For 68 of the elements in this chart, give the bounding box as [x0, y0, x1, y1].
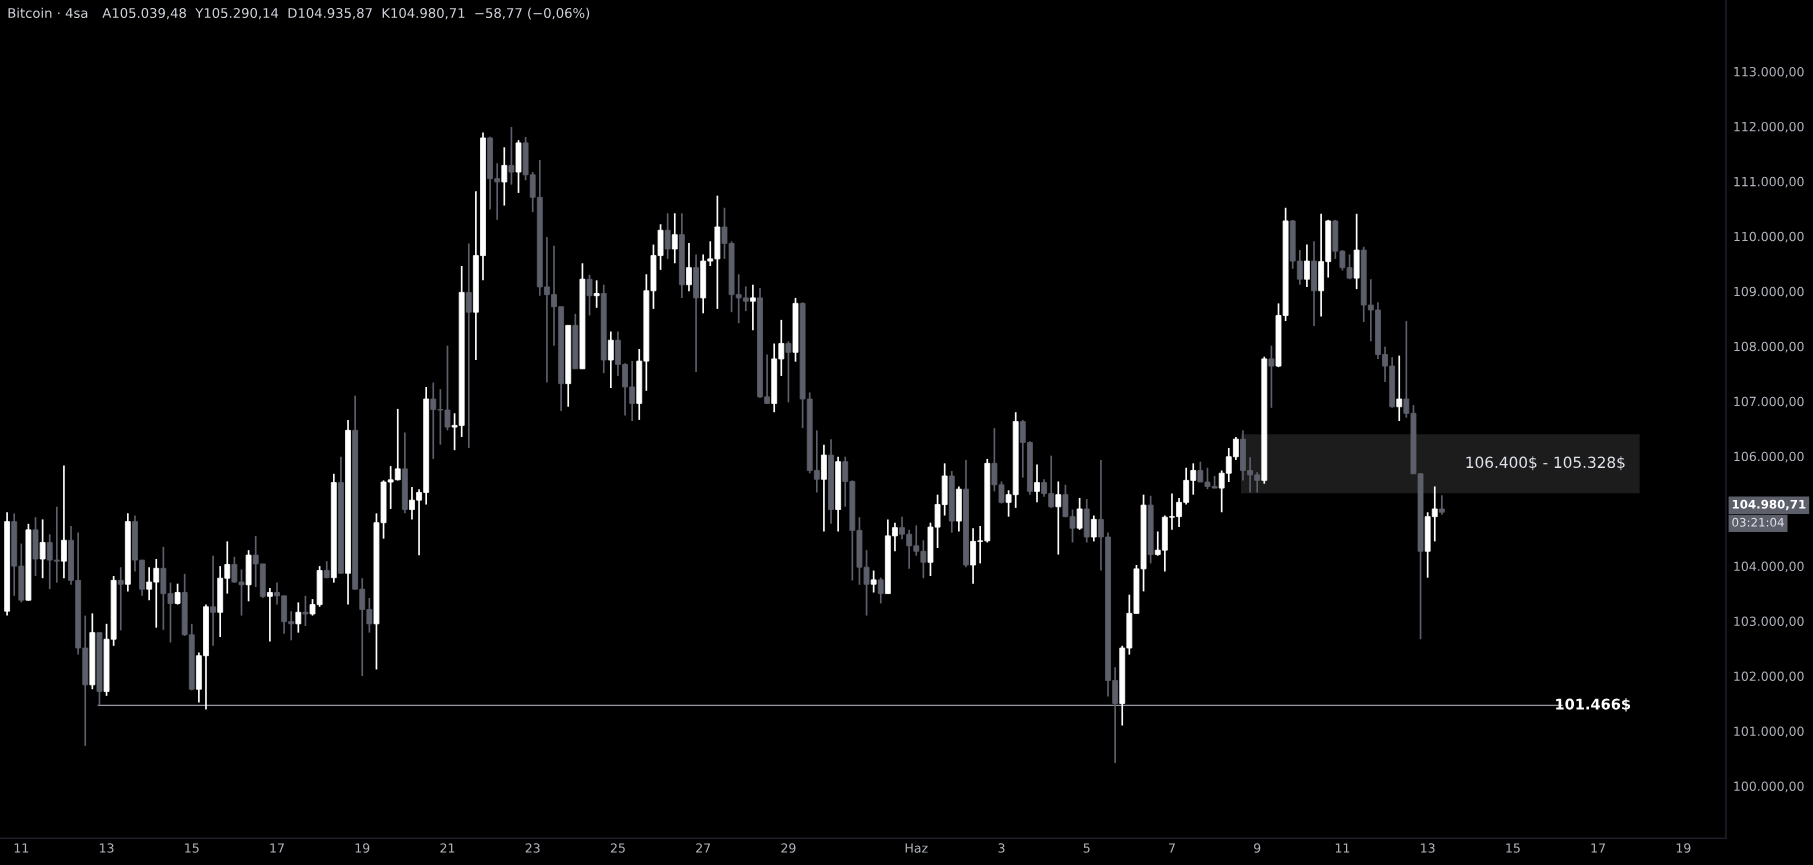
x-tick-label: 23: [525, 843, 540, 853]
text: A105.039,48 Y105.290,14 D104.935,87 K104.980,71 −58,77 (−0,06%): [102, 7, 590, 20]
y-tick-label: 107.000,00: [1734, 396, 1804, 408]
y-tick-label: 106.000,00: [1734, 451, 1804, 463]
candlestick: [870, 569, 877, 594]
y-tick-label: 111.000,00: [1734, 176, 1804, 188]
candlestick: [508, 126, 515, 186]
x-tick-label: 21: [440, 843, 455, 853]
y-tick-label: 103.000,00: [1734, 616, 1804, 628]
x-tick-label: 27: [696, 843, 711, 853]
y-tick-label: 112.000,00: [1734, 121, 1804, 133]
candlestick: [686, 242, 692, 293]
x-tick-label: 13: [1421, 843, 1435, 853]
candlestick: [1076, 497, 1083, 531]
x-tick-label: 17: [270, 843, 284, 853]
x-tick-label: 11: [14, 843, 29, 853]
candlestick: [586, 273, 593, 317]
x-tick-label: 5: [1083, 843, 1090, 853]
x-tick-label: 29: [781, 843, 796, 853]
candlestick: [749, 283, 756, 332]
y-tick-label: 110.000,00: [1734, 231, 1804, 243]
y-tick-label: 109.000,00: [1734, 286, 1804, 298]
x-tick-label: 19: [1676, 843, 1691, 853]
x-tick-label: Haz: [905, 843, 928, 853]
candlestick: [1438, 494, 1445, 516]
x-tick-label: 25: [610, 843, 625, 853]
candlestick: [267, 587, 273, 643]
candlestick: [1268, 344, 1275, 409]
candlestick: [607, 330, 614, 389]
text: 104.980,71: [1732, 499, 1806, 511]
text: 03:21:04: [1732, 517, 1784, 527]
candlestick: [210, 554, 216, 647]
candlestick: [877, 576, 884, 605]
candlestick: [671, 212, 678, 265]
y-tick-label: 101.000,00: [1734, 726, 1804, 738]
candlestick: [295, 601, 302, 634]
candlestick: [61, 464, 67, 580]
candlestick: [117, 566, 124, 632]
candlestick: [1034, 463, 1040, 504]
x-tick-label: 3: [998, 843, 1005, 853]
candlestick: [465, 242, 472, 449]
candlestick: [664, 212, 671, 260]
candlestick: [593, 279, 600, 309]
x-tick-label: 17: [1591, 843, 1606, 853]
candlestick: [1396, 354, 1403, 422]
x-tick-label: 19: [355, 843, 370, 853]
candlestick: [1304, 243, 1310, 288]
x-tick-label: 9: [1254, 843, 1261, 853]
x-tick-label: 15: [1506, 843, 1520, 853]
candlestick: [39, 518, 46, 580]
candlestick: [501, 146, 508, 207]
candlestick: [1090, 514, 1097, 543]
x-tick-label: 15: [185, 843, 199, 853]
band-label: 106.400$ - 105.328$: [1466, 456, 1625, 471]
ref-line-label: 101.466$: [1556, 698, 1631, 712]
candlestick: [174, 582, 181, 606]
chart-title: Bitcoin · 4sa: [8, 7, 88, 18]
y-tick-label: 102.000,00: [1734, 671, 1804, 683]
candlestick: [302, 594, 309, 627]
x-tick-label: 13: [99, 843, 114, 853]
x-tick-label: 7: [1169, 843, 1175, 853]
y-tick-label: 104.000,00: [1734, 561, 1804, 573]
y-tick-label: 108.000,00: [1734, 341, 1804, 353]
y-tick-label: 113.000,00: [1734, 66, 1804, 78]
candlestick: [785, 340, 792, 404]
y-tick-label: 100.000,00: [1734, 781, 1804, 793]
x-tick-label: 11: [1335, 843, 1350, 853]
candlestick: [1055, 480, 1062, 556]
